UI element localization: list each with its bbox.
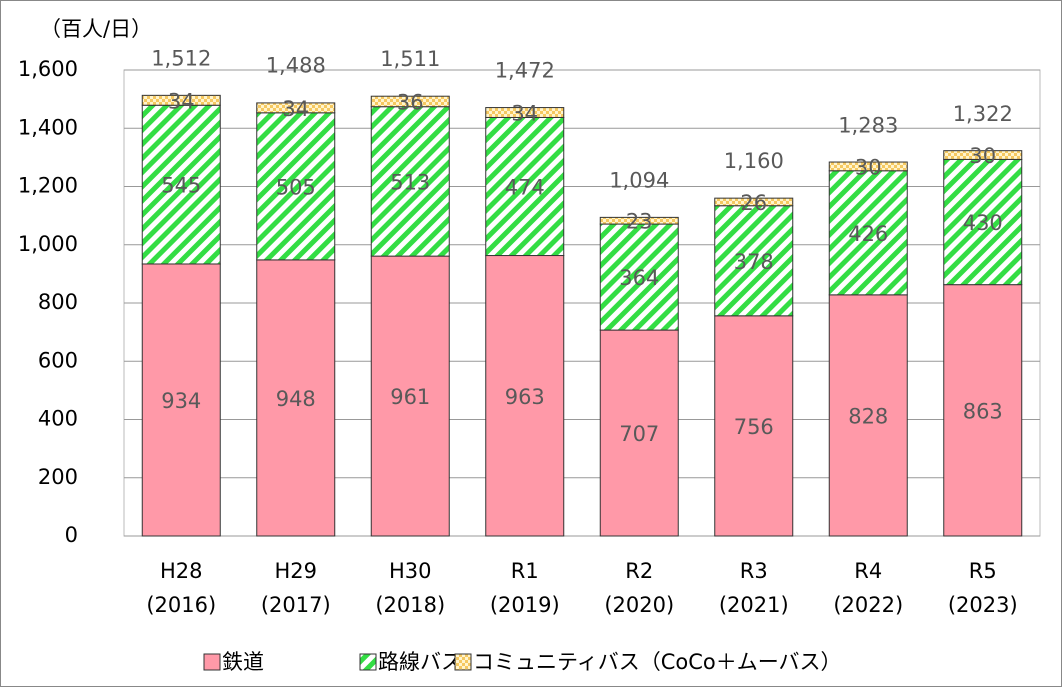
- bar-segment: [141, 94, 221, 106]
- y-tick-label: 1,200: [18, 174, 78, 198]
- data-label: 34: [282, 97, 309, 121]
- x-tick-label: H28: [160, 559, 203, 583]
- y-tick-label: 1,000: [18, 232, 78, 256]
- data-label: 756: [734, 415, 774, 439]
- bar-segment: [256, 102, 336, 114]
- data-label: 23: [626, 210, 653, 234]
- bar-segment: [370, 95, 450, 108]
- data-label: 34: [511, 102, 538, 126]
- total-label: 1,511: [380, 47, 440, 71]
- bar-segment: [485, 255, 565, 537]
- data-label: 513: [390, 170, 430, 194]
- bar-segment: [828, 294, 908, 537]
- data-label: 545: [161, 174, 201, 198]
- x-tick-label: H30: [389, 559, 432, 583]
- legend-swatch: [203, 653, 221, 671]
- data-label: 863: [963, 399, 1003, 423]
- legend-swatch: [359, 653, 377, 671]
- y-tick-label: 200: [38, 465, 78, 489]
- bar-segment: [599, 216, 679, 225]
- x-tick-label: (2023): [948, 593, 1018, 617]
- total-label: 1,160: [724, 149, 784, 173]
- data-label: 364: [619, 266, 659, 290]
- total-label: 1,512: [151, 47, 211, 71]
- data-label: 934: [161, 389, 201, 413]
- y-tick-label: 600: [38, 348, 78, 372]
- data-label: 36: [397, 90, 424, 114]
- data-label: 30: [969, 144, 996, 168]
- data-label: 26: [740, 191, 767, 215]
- y-tick-label: 400: [38, 407, 78, 431]
- x-tick-label: (2021): [719, 593, 789, 617]
- legend-label: コミュニティバス（CoCo＋ムーバス）: [473, 650, 842, 674]
- data-label: 378: [734, 250, 774, 274]
- data-label: 707: [619, 422, 659, 446]
- data-label: 430: [963, 211, 1003, 235]
- data-label: 474: [505, 176, 545, 200]
- bar-segment: [256, 112, 336, 261]
- y-axis-label: （百人/日）: [40, 17, 152, 41]
- x-tick-label: R2: [625, 559, 653, 583]
- bar-segment: [828, 170, 908, 296]
- x-tick-label: H29: [274, 559, 317, 583]
- x-tick-label: (2020): [604, 593, 674, 617]
- total-label: 1,488: [266, 54, 326, 78]
- legend-swatch: [454, 653, 472, 671]
- x-tick-label: R3: [740, 559, 768, 583]
- bar-segment: [485, 107, 565, 118]
- bar-segment: [599, 223, 679, 331]
- y-tick-label: 1,400: [18, 115, 78, 139]
- x-tick-label: (2018): [375, 593, 445, 617]
- bar-segment: [485, 116, 565, 257]
- data-label: 828: [848, 404, 888, 428]
- bar-segment: [370, 106, 450, 257]
- y-tick-label: 0: [65, 523, 78, 547]
- data-label: 961: [390, 385, 430, 409]
- x-tick-label: R5: [969, 559, 997, 583]
- bar-segment: [828, 161, 908, 172]
- total-label: 1,472: [495, 58, 555, 82]
- bar-segment: [370, 255, 450, 537]
- bar-segment: [943, 284, 1023, 537]
- x-tick-label: (2019): [490, 593, 560, 617]
- x-tick-label: R4: [854, 559, 882, 583]
- x-tick-label: R1: [511, 559, 539, 583]
- bar-segment: [141, 263, 221, 537]
- data-label: 30: [855, 155, 882, 179]
- data-label: 948: [276, 387, 316, 411]
- x-tick-label: (2022): [833, 593, 903, 617]
- legend-label: 鉄道: [222, 650, 264, 674]
- y-tick-label: 1,600: [18, 57, 78, 81]
- x-tick-label: (2016): [146, 593, 216, 617]
- data-label: 963: [505, 385, 545, 409]
- total-label: 1,094: [609, 168, 669, 192]
- y-tick-label: 800: [38, 290, 78, 314]
- data-label: 505: [276, 175, 316, 199]
- legend-label: 路線バス: [378, 650, 462, 674]
- bar-segment: [714, 197, 794, 207]
- data-label: 34: [168, 89, 195, 113]
- x-tick-label: (2017): [261, 593, 331, 617]
- total-label: 1,283: [838, 113, 898, 137]
- total-label: 1,322: [953, 102, 1013, 126]
- bar-segment: [599, 329, 679, 537]
- bar-segment: [943, 150, 1023, 160]
- bar-segment: [943, 158, 1023, 286]
- data-label: 426: [848, 222, 888, 246]
